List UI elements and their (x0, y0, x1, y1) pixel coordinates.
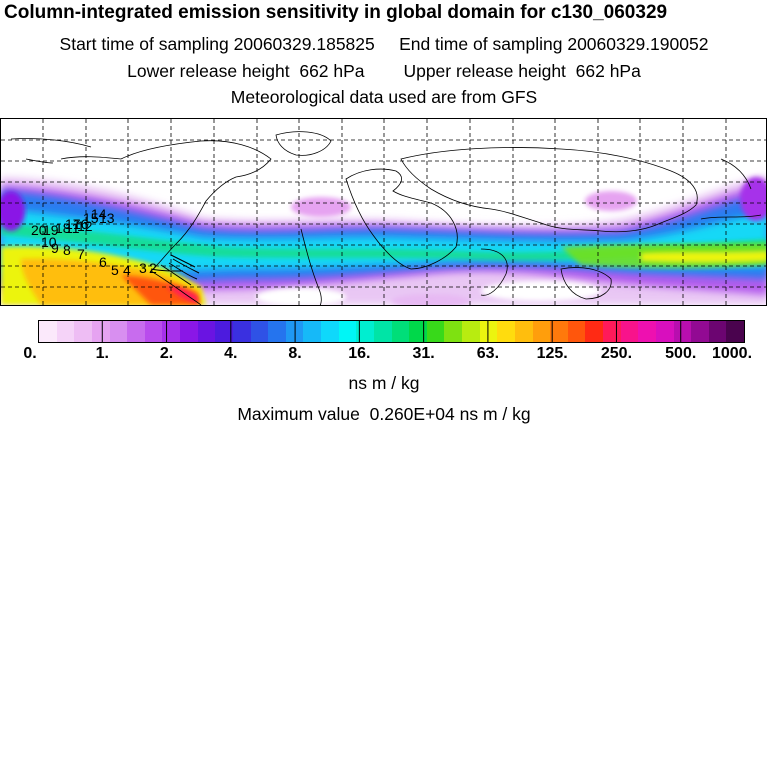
upper-release-height: Upper release height 662 hPa (403, 61, 641, 81)
colorbar-segment (479, 321, 498, 342)
day-label: 20 (31, 222, 47, 238)
colorbar-segment (550, 321, 568, 342)
sensitivity-field (1, 175, 766, 305)
colorbar-tick-label: 2. (159, 345, 174, 362)
colorbar-segment (532, 321, 551, 342)
day-label: 7 (77, 246, 85, 262)
day-label: 14 (91, 206, 107, 222)
day-label: 11 (65, 220, 80, 236)
start-time: Start time of sampling 20060329.185825 (59, 34, 375, 54)
day-label: 19 (43, 222, 59, 238)
lower-release-height: Lower release height 662 hPa (127, 61, 365, 81)
trajectory-path (150, 254, 200, 286)
colorbar-segment (444, 321, 462, 342)
colorbar-segment (356, 321, 374, 342)
day-label: 2 (149, 260, 157, 276)
colorbar-segment (39, 321, 57, 342)
colorbar-segment (497, 321, 515, 342)
colorbar-segment (514, 321, 533, 342)
colorbar-segment (268, 321, 286, 342)
colorbar-segment (232, 321, 251, 342)
colorbar-segment (409, 321, 427, 342)
colorbar-segment (285, 321, 304, 342)
colorbar-segment (303, 321, 321, 342)
colorbar-segment (338, 321, 357, 342)
day-label: 13 (99, 210, 115, 226)
colorbar-segment (250, 321, 269, 342)
colorbar-segment (620, 321, 639, 342)
sampling-times: Start time of sampling 20060329.185825 E… (0, 34, 768, 55)
colorbar (38, 320, 745, 343)
colorbar-tick-label: 8. (288, 345, 302, 362)
colorbar-tick-label: 16. (348, 345, 371, 362)
colorbar-segment (691, 321, 709, 342)
day-label: 6 (99, 254, 107, 270)
colorbar-segment (391, 321, 410, 342)
colorbar-segment (91, 321, 110, 342)
colorbar-tick-label: 31. (412, 345, 435, 362)
day-label: 8 (63, 242, 71, 258)
colorbar-units: ns m / kg (348, 373, 420, 393)
day-label: 4 (123, 262, 131, 278)
colorbar-segment (426, 321, 445, 342)
colorbar-segment (567, 321, 586, 342)
day-label: 15 (83, 210, 99, 226)
colorbar-tick-label: 125. (536, 345, 568, 362)
colorbar-segment (373, 321, 392, 342)
colorbar-segment (655, 321, 674, 342)
met-data-source: Meteorological data used are from GFS (230, 87, 538, 107)
colorbar-segment (144, 321, 163, 342)
colorbar-segment (673, 321, 692, 342)
coastlines (10, 131, 762, 305)
colorbar-segment (726, 321, 744, 342)
colorbar-tick-label: 250. (600, 345, 633, 362)
maximum-value: Maximum value 0.260E+04 ns m / kg (237, 404, 531, 424)
day-label: 9 (51, 240, 59, 256)
day-label: 3 (139, 260, 147, 276)
day-label: 12 (77, 218, 93, 234)
day-label: 5 (111, 262, 119, 278)
colorbar-segment (321, 321, 339, 342)
colorbar-segment (56, 321, 75, 342)
day-label: 17 (65, 216, 81, 232)
colorbar-segment (74, 321, 92, 342)
colorbar-segment (708, 321, 727, 342)
release-heights: Lower release height 662 hPa Upper relea… (0, 61, 768, 82)
end-time: End time of sampling 20060329.190052 (399, 34, 709, 54)
colorbar-segment (162, 321, 180, 342)
colorbar-segment (585, 321, 603, 342)
colorbar-segment (127, 321, 145, 342)
sensitivity-map: 20 19 18 17 16 15 14 13 12 11 10 9 8 7 6 5 4 3 2 (0, 118, 767, 306)
colorbar-tick-label: 0. (23, 345, 37, 362)
colorbar-tick-label: 1000. (711, 345, 753, 362)
colorbar-tick-label: 4. (224, 345, 238, 362)
day-label: 18 (55, 220, 71, 236)
colorbar-segment (215, 321, 233, 342)
plot-title: Column-integrated emission sensitivity i… (4, 2, 668, 23)
day-label: 10 (41, 234, 57, 250)
colorbar-segment (462, 321, 480, 342)
colorbar-segment (109, 321, 128, 342)
colorbar-tick-label: 63. (476, 345, 500, 362)
colorbar-tick-label: 500. (665, 345, 697, 362)
colorbar-segment (603, 321, 621, 342)
day-label: 16 (73, 216, 89, 232)
colorbar-segment (638, 321, 656, 342)
colorbar-segment (197, 321, 216, 342)
graticule (1, 119, 766, 305)
colorbar-segment (180, 321, 198, 342)
colorbar-tick-label: 1. (95, 345, 109, 362)
